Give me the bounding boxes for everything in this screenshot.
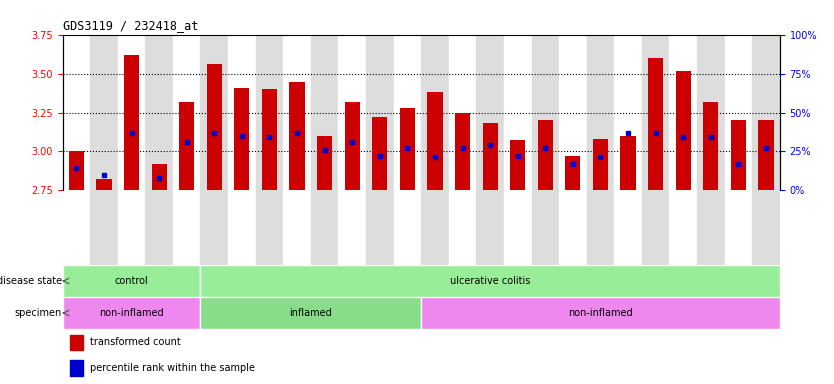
Bar <box>449 35 476 190</box>
Bar <box>586 35 615 190</box>
Bar <box>725 190 752 265</box>
Bar <box>63 297 200 329</box>
Bar <box>145 190 173 265</box>
Bar <box>173 35 200 190</box>
Bar <box>124 55 139 190</box>
Bar <box>289 81 304 190</box>
Bar <box>676 71 691 190</box>
Bar <box>504 190 531 265</box>
Bar <box>725 35 752 190</box>
Bar <box>697 35 725 190</box>
Text: specimen: specimen <box>15 308 62 318</box>
Bar <box>372 117 387 190</box>
Bar <box>63 190 90 265</box>
Text: GDS3119 / 232418_at: GDS3119 / 232418_at <box>63 20 198 32</box>
Bar <box>752 35 780 190</box>
Bar <box>642 35 670 190</box>
Bar <box>118 35 145 190</box>
Bar <box>531 35 559 190</box>
Bar <box>207 65 222 190</box>
Bar <box>531 190 559 265</box>
Bar <box>200 265 780 297</box>
Text: control: control <box>114 276 148 286</box>
Bar <box>586 190 615 265</box>
Bar <box>394 35 421 190</box>
Bar <box>697 190 725 265</box>
Bar <box>703 102 718 190</box>
Bar <box>504 35 531 190</box>
Bar <box>620 136 636 190</box>
Bar <box>670 35 697 190</box>
Bar <box>256 190 284 265</box>
Bar <box>476 190 504 265</box>
Bar <box>648 58 663 190</box>
Bar <box>615 190 642 265</box>
Text: inflamed: inflamed <box>289 308 332 318</box>
Text: ulcerative colitis: ulcerative colitis <box>450 276 530 286</box>
Bar <box>615 35 642 190</box>
Bar <box>63 35 90 190</box>
Bar <box>311 35 339 190</box>
Text: non-inflamed: non-inflamed <box>99 308 163 318</box>
Bar <box>284 35 311 190</box>
Bar <box>70 334 83 350</box>
Bar <box>593 139 608 190</box>
Bar <box>234 88 249 190</box>
Bar <box>311 190 339 265</box>
Text: transformed count: transformed count <box>90 337 180 347</box>
Bar <box>455 113 470 190</box>
Bar <box>399 108 415 190</box>
Text: non-inflamed: non-inflamed <box>568 308 633 318</box>
Bar <box>152 164 167 190</box>
Bar <box>63 265 200 297</box>
Bar <box>476 35 504 190</box>
Bar <box>97 179 112 190</box>
Bar <box>90 35 118 190</box>
Text: percentile rank within the sample: percentile rank within the sample <box>90 363 255 373</box>
Bar <box>118 190 145 265</box>
Bar <box>173 190 200 265</box>
Bar <box>317 136 332 190</box>
Bar <box>421 190 449 265</box>
Bar <box>421 297 780 329</box>
Bar <box>752 190 780 265</box>
Bar <box>90 190 118 265</box>
Bar <box>394 190 421 265</box>
Bar <box>228 190 256 265</box>
Bar <box>538 120 553 190</box>
Bar <box>262 89 277 190</box>
Bar <box>344 102 359 190</box>
Bar <box>421 35 449 190</box>
Bar <box>339 35 366 190</box>
Bar <box>366 35 394 190</box>
Text: disease state: disease state <box>0 276 62 286</box>
Bar <box>366 190 394 265</box>
Bar <box>228 35 256 190</box>
Bar <box>559 190 586 265</box>
Bar <box>427 92 443 190</box>
Bar <box>510 141 525 190</box>
Bar <box>200 297 421 329</box>
Bar <box>68 151 84 190</box>
Bar <box>256 35 284 190</box>
Bar <box>565 156 580 190</box>
Bar <box>483 123 498 190</box>
Bar <box>670 190 697 265</box>
Bar <box>642 190 670 265</box>
Bar <box>70 360 83 376</box>
Bar <box>731 120 746 190</box>
Bar <box>200 190 228 265</box>
Bar <box>559 35 586 190</box>
Bar <box>145 35 173 190</box>
Bar <box>179 102 194 190</box>
Bar <box>339 190 366 265</box>
Bar <box>284 190 311 265</box>
Bar <box>200 35 228 190</box>
Bar <box>449 190 476 265</box>
Bar <box>758 120 774 190</box>
